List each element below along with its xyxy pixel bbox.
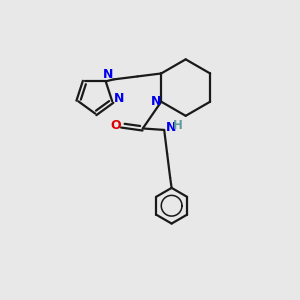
Text: N: N: [151, 95, 161, 108]
Text: H: H: [173, 119, 183, 132]
Text: N: N: [113, 92, 124, 105]
Text: N: N: [166, 122, 176, 134]
Text: N: N: [103, 68, 113, 81]
Text: O: O: [110, 119, 121, 132]
